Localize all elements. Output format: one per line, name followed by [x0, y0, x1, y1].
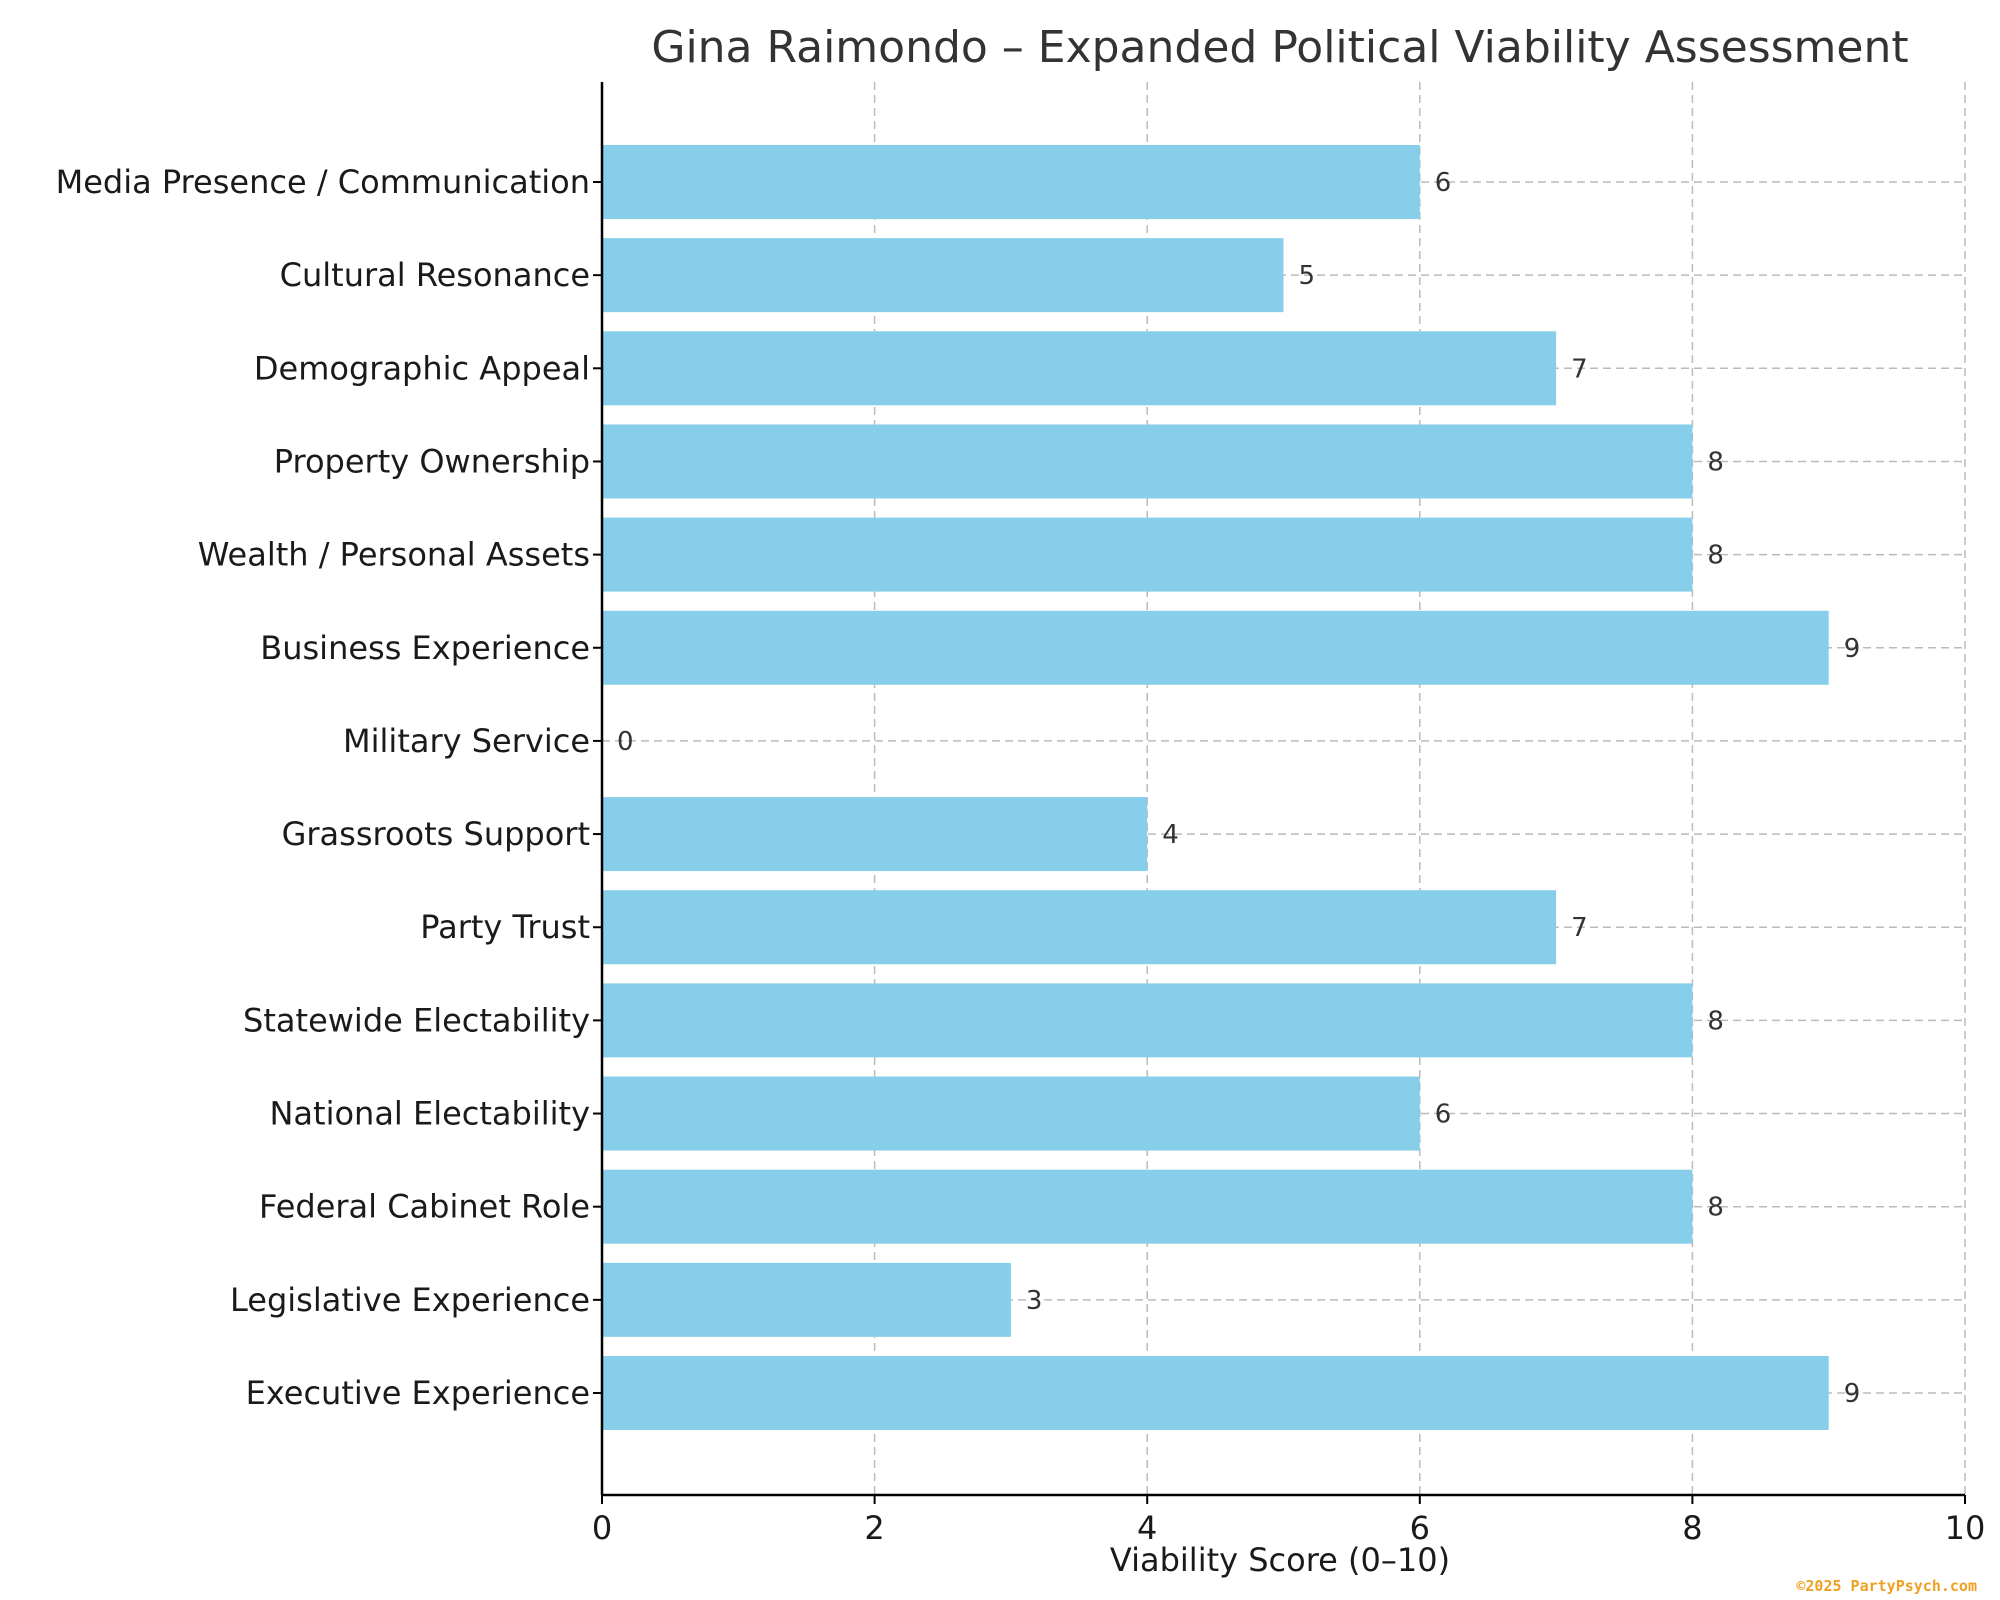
x-tick-label: 0	[592, 1509, 612, 1547]
category-label: Statewide Electability	[243, 1001, 590, 1039]
value-label: 8	[1707, 1006, 1724, 1036]
bar	[602, 1169, 1693, 1244]
x-tick-label: 4	[1137, 1509, 1157, 1547]
category-label: Demographic Appeal	[254, 349, 590, 387]
value-label: 3	[1026, 1286, 1043, 1316]
value-label: 0	[617, 727, 634, 757]
category-label: Business Experience	[260, 629, 590, 667]
x-tick-labels: 0 2 4 6 8 10	[592, 1495, 1986, 1547]
bar	[602, 145, 1420, 219]
bar	[602, 983, 1693, 1058]
category-label: Property Ownership	[274, 442, 590, 480]
bar	[602, 890, 1557, 965]
bar	[602, 238, 1284, 313]
x-tick-label: 6	[1410, 1509, 1430, 1547]
value-label: 9	[1844, 1379, 1861, 1409]
category-label: Military Service	[343, 722, 590, 760]
category-label: National Electability	[269, 1095, 590, 1133]
bar	[602, 1076, 1420, 1151]
category-label: Cultural Resonance	[280, 256, 590, 294]
value-labels: 9 3 8 6 8 7 4 0 9 8 8 7 5 6	[617, 168, 1860, 1409]
value-label: 8	[1707, 541, 1724, 571]
category-label: Legislative Experience	[230, 1281, 590, 1319]
value-label: 4	[1162, 820, 1179, 850]
value-label: 5	[1299, 261, 1316, 291]
value-label: 7	[1571, 913, 1588, 943]
x-axis-title: Viability Score (0–10)	[1110, 1541, 1450, 1579]
bar	[602, 331, 1557, 406]
bar	[602, 610, 1829, 685]
value-label: 6	[1435, 168, 1452, 198]
x-tick-label: 8	[1682, 1509, 1702, 1547]
bar	[602, 797, 1148, 872]
value-label: 9	[1844, 634, 1861, 664]
bar	[602, 424, 1693, 499]
value-label: 6	[1435, 1100, 1452, 1130]
category-label: Grassroots Support	[282, 815, 590, 853]
watermark: ©2025 PartyPsych.com	[1796, 1577, 1977, 1595]
bars	[602, 145, 1829, 1430]
category-label: Wealth / Personal Assets	[198, 536, 590, 574]
category-label: Federal Cabinet Role	[259, 1188, 590, 1226]
bar	[602, 1356, 1829, 1430]
category-labels: Executive Experience Legislative Experien…	[56, 163, 602, 1412]
value-label: 8	[1707, 447, 1724, 477]
chart-title: Gina Raimondo – Expanded Political Viabi…	[651, 22, 1908, 73]
value-label: 7	[1571, 354, 1588, 384]
bar	[602, 517, 1693, 592]
category-label: Party Trust	[420, 908, 590, 946]
value-label: 8	[1707, 1193, 1724, 1223]
category-label: Media Presence / Communication	[56, 163, 590, 201]
bar	[602, 1262, 1011, 1337]
x-tick-label: 2	[864, 1509, 884, 1547]
x-tick-label: 10	[1945, 1509, 1986, 1547]
category-label: Executive Experience	[246, 1374, 590, 1412]
